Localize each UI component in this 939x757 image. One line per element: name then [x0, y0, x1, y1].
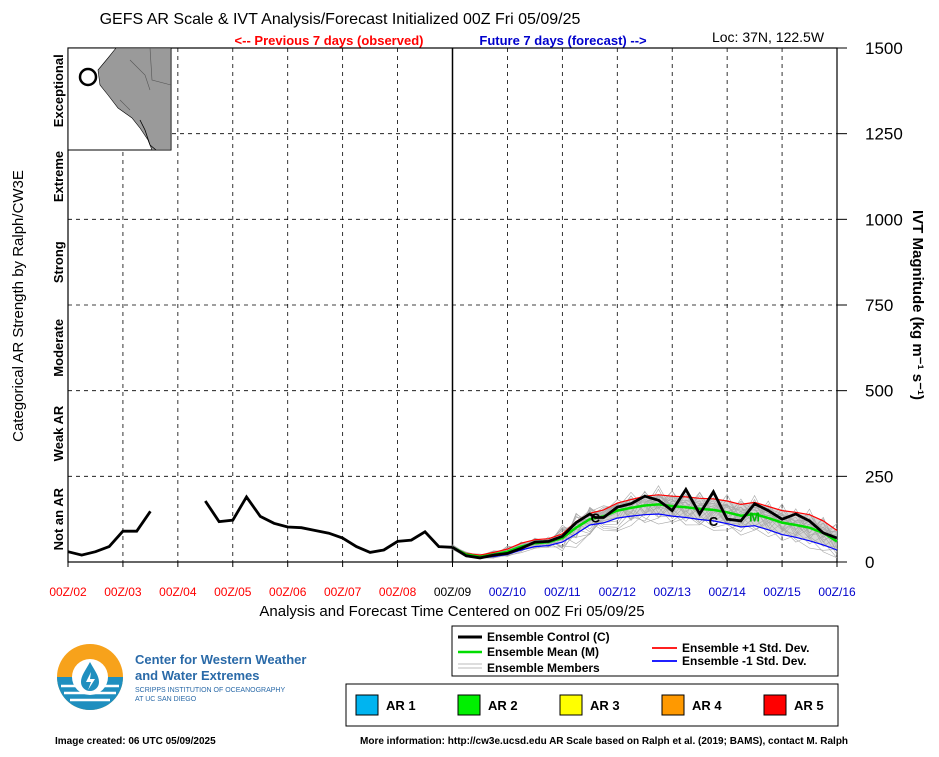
x-tick-label: 00Z/09 — [434, 585, 472, 599]
legend-mean: Ensemble Mean (M) — [487, 645, 599, 659]
logo-title: Center for Western Weather and Water Extr… — [135, 652, 307, 683]
control-marker: C — [709, 514, 719, 529]
observed-line — [204, 494, 453, 554]
x-tick-label: 00Z/14 — [708, 585, 746, 599]
x-tick-label: 00Z/07 — [324, 585, 362, 599]
x-axis-title: Analysis and Forecast Time Centered on 0… — [259, 603, 644, 620]
ar-label: AR 2 — [488, 698, 518, 713]
minus-std-line — [452, 513, 838, 559]
logo-subtitle: SCRIPPS INSTITUTION OF OCEANOGRAPHY AT UC… — [135, 687, 286, 703]
ar-swatch — [457, 694, 481, 716]
x-tick-label: 00Z/02 — [49, 585, 87, 599]
ar-label: AR 5 — [794, 698, 824, 713]
x-tick-label: 00Z/04 — [159, 585, 197, 599]
x-tick-label: 00Z/16 — [818, 585, 856, 599]
ensemble-control-line — [451, 486, 838, 560]
ensemble-mean-line — [451, 503, 838, 559]
y-tick-label: 0 — [865, 553, 874, 572]
category-label: Extreme — [51, 151, 66, 202]
category-label: Moderate — [51, 319, 66, 377]
category-label: Weak AR — [51, 405, 66, 461]
legend-control: Ensemble Control (C) — [487, 630, 610, 644]
footer-created: Image created: 06 UTC 05/09/2025 — [55, 736, 216, 747]
x-tick-label: 00Z/13 — [654, 585, 692, 599]
plot-area: 0 250 500 750 1000 1250 1500 00Z/02 00Z/03 00Z/04… — [49, 39, 903, 599]
control-marker: C — [591, 510, 601, 525]
ar-swatch — [661, 694, 685, 716]
y-tick-label: 1000 — [865, 210, 903, 229]
x-tick-label: 00Z/15 — [763, 585, 801, 599]
cw3e-logo: Center for Western Weather and Water Extr… — [55, 642, 375, 712]
future-label: Future 7 days (forecast) --> — [479, 33, 647, 48]
legend-members: Ensemble Members — [487, 661, 600, 675]
observed-line — [67, 510, 152, 557]
x-tick-label: 00Z/08 — [379, 585, 417, 599]
right-axis-title: IVT Magnitude (kg m⁻¹ s⁻¹) — [909, 210, 926, 400]
ar-swatch — [355, 694, 379, 716]
category-label: Not an AR — [51, 487, 66, 550]
ensemble-member-line — [452, 490, 838, 557]
x-tick-label: 00Z/12 — [599, 585, 637, 599]
ar-label: AR 1 — [386, 698, 416, 713]
ar-scale-legend: AR 1 AR 2 AR 3 AR 4 AR 5 — [345, 683, 839, 727]
y-tick-label: 1250 — [865, 125, 903, 144]
category-label: Exceptional — [51, 54, 66, 127]
legend-plus-std: Ensemble +1 Std. Dev. — [682, 641, 810, 655]
category-label: Strong — [51, 241, 66, 283]
location-marker — [78, 67, 98, 87]
mean-marker: M — [749, 509, 760, 524]
footer-info: More information: http://cw3e.ucsd.edu A… — [360, 736, 849, 747]
x-tick-label: 00Z/10 — [489, 585, 527, 599]
ar-label: AR 4 — [692, 698, 722, 713]
chart-title: GEFS AR Scale & IVT Analysis/Forecast In… — [100, 11, 581, 28]
location-label: Loc: 37N, 122.5W — [712, 29, 825, 45]
x-tick-label: 00Z/03 — [104, 585, 142, 599]
y-tick-label: 500 — [865, 382, 893, 401]
previous-label: <-- Previous 7 days (observed) — [235, 33, 424, 48]
left-axis-title: Categorical AR Strength by Ralph/CW3E — [10, 170, 27, 442]
y-tick-label: 750 — [865, 296, 893, 315]
y-tick-label: 1500 — [865, 39, 903, 58]
ar-swatch — [763, 694, 787, 716]
x-tick-label: 00Z/06 — [269, 585, 307, 599]
inset-map — [67, 47, 172, 151]
ar-swatch — [559, 694, 583, 716]
legend: Ensemble Control (C) Ensemble Mean (M) E… — [451, 625, 839, 677]
legend-minus-std: Ensemble -1 Std. Dev. — [682, 654, 806, 668]
y-tick-label: 250 — [865, 467, 893, 486]
x-tick-label: 00Z/11 — [544, 585, 581, 599]
x-tick-label: 00Z/05 — [214, 585, 252, 599]
cw3e-logo-icon — [57, 644, 123, 710]
ar-label: AR 3 — [590, 698, 620, 713]
